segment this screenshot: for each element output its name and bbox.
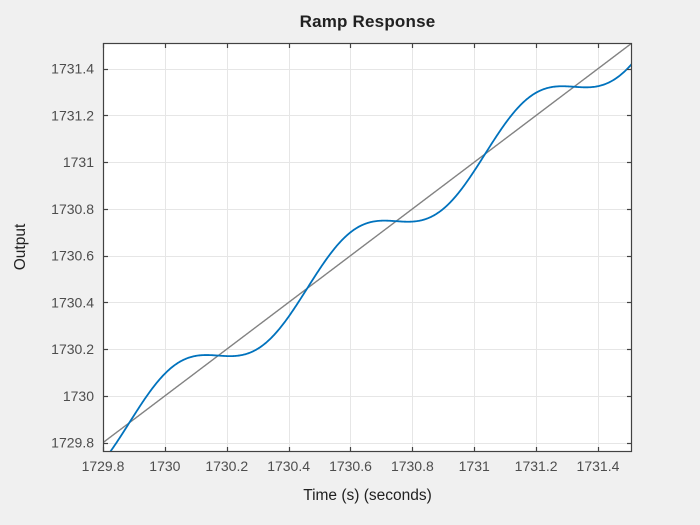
- axes-box: [102, 42, 633, 453]
- x-tick-label: 1730.6: [329, 458, 372, 474]
- x-tick-label: 1730.2: [205, 458, 248, 474]
- x-tick-label: 1731.4: [577, 458, 620, 474]
- x-tick-label: 1731: [459, 458, 490, 474]
- x-tick-label: 1729.8: [82, 458, 125, 474]
- y-tick-label: 1730.8: [51, 201, 94, 217]
- plot-area[interactable]: [103, 43, 632, 452]
- ramp-input-reference-curve: [103, 43, 632, 444]
- x-tick-labels: 1729.8 1730 1730.2 1730.4 1730.6 1730.8 1731 17…: [82, 458, 620, 474]
- y-tick-label: 1730.2: [51, 341, 94, 357]
- y-tick-label: 1731: [63, 154, 94, 170]
- y-tick-label: 1730.6: [51, 248, 94, 264]
- y-tick-label: 1731.4: [51, 61, 94, 77]
- x-axis-label: Time (s) (seconds): [303, 487, 432, 504]
- y-tick-label: 1731.2: [51, 107, 94, 123]
- x-tick-label: 1730.4: [267, 458, 310, 474]
- series-group: [103, 43, 632, 452]
- x-tick-label: 1730.8: [391, 458, 434, 474]
- y-tick-label: 1729.8: [51, 435, 94, 451]
- x-tick-label: 1731.2: [515, 458, 558, 474]
- y-tick-labels: 1729.8 1730 1730.2 1730.4 1730.6 1730.8 1731 17…: [51, 61, 94, 451]
- chart-title: Ramp Response: [299, 12, 436, 31]
- y-axis-label: Output: [12, 223, 29, 271]
- grid-lines: [103, 43, 632, 452]
- tick-marks: [102, 43, 632, 452]
- y-tick-label: 1730: [63, 388, 94, 404]
- x-tick-label: 1730: [149, 458, 180, 474]
- ramp-response-curve: [108, 62, 632, 452]
- y-tick-label: 1730.4: [51, 294, 94, 310]
